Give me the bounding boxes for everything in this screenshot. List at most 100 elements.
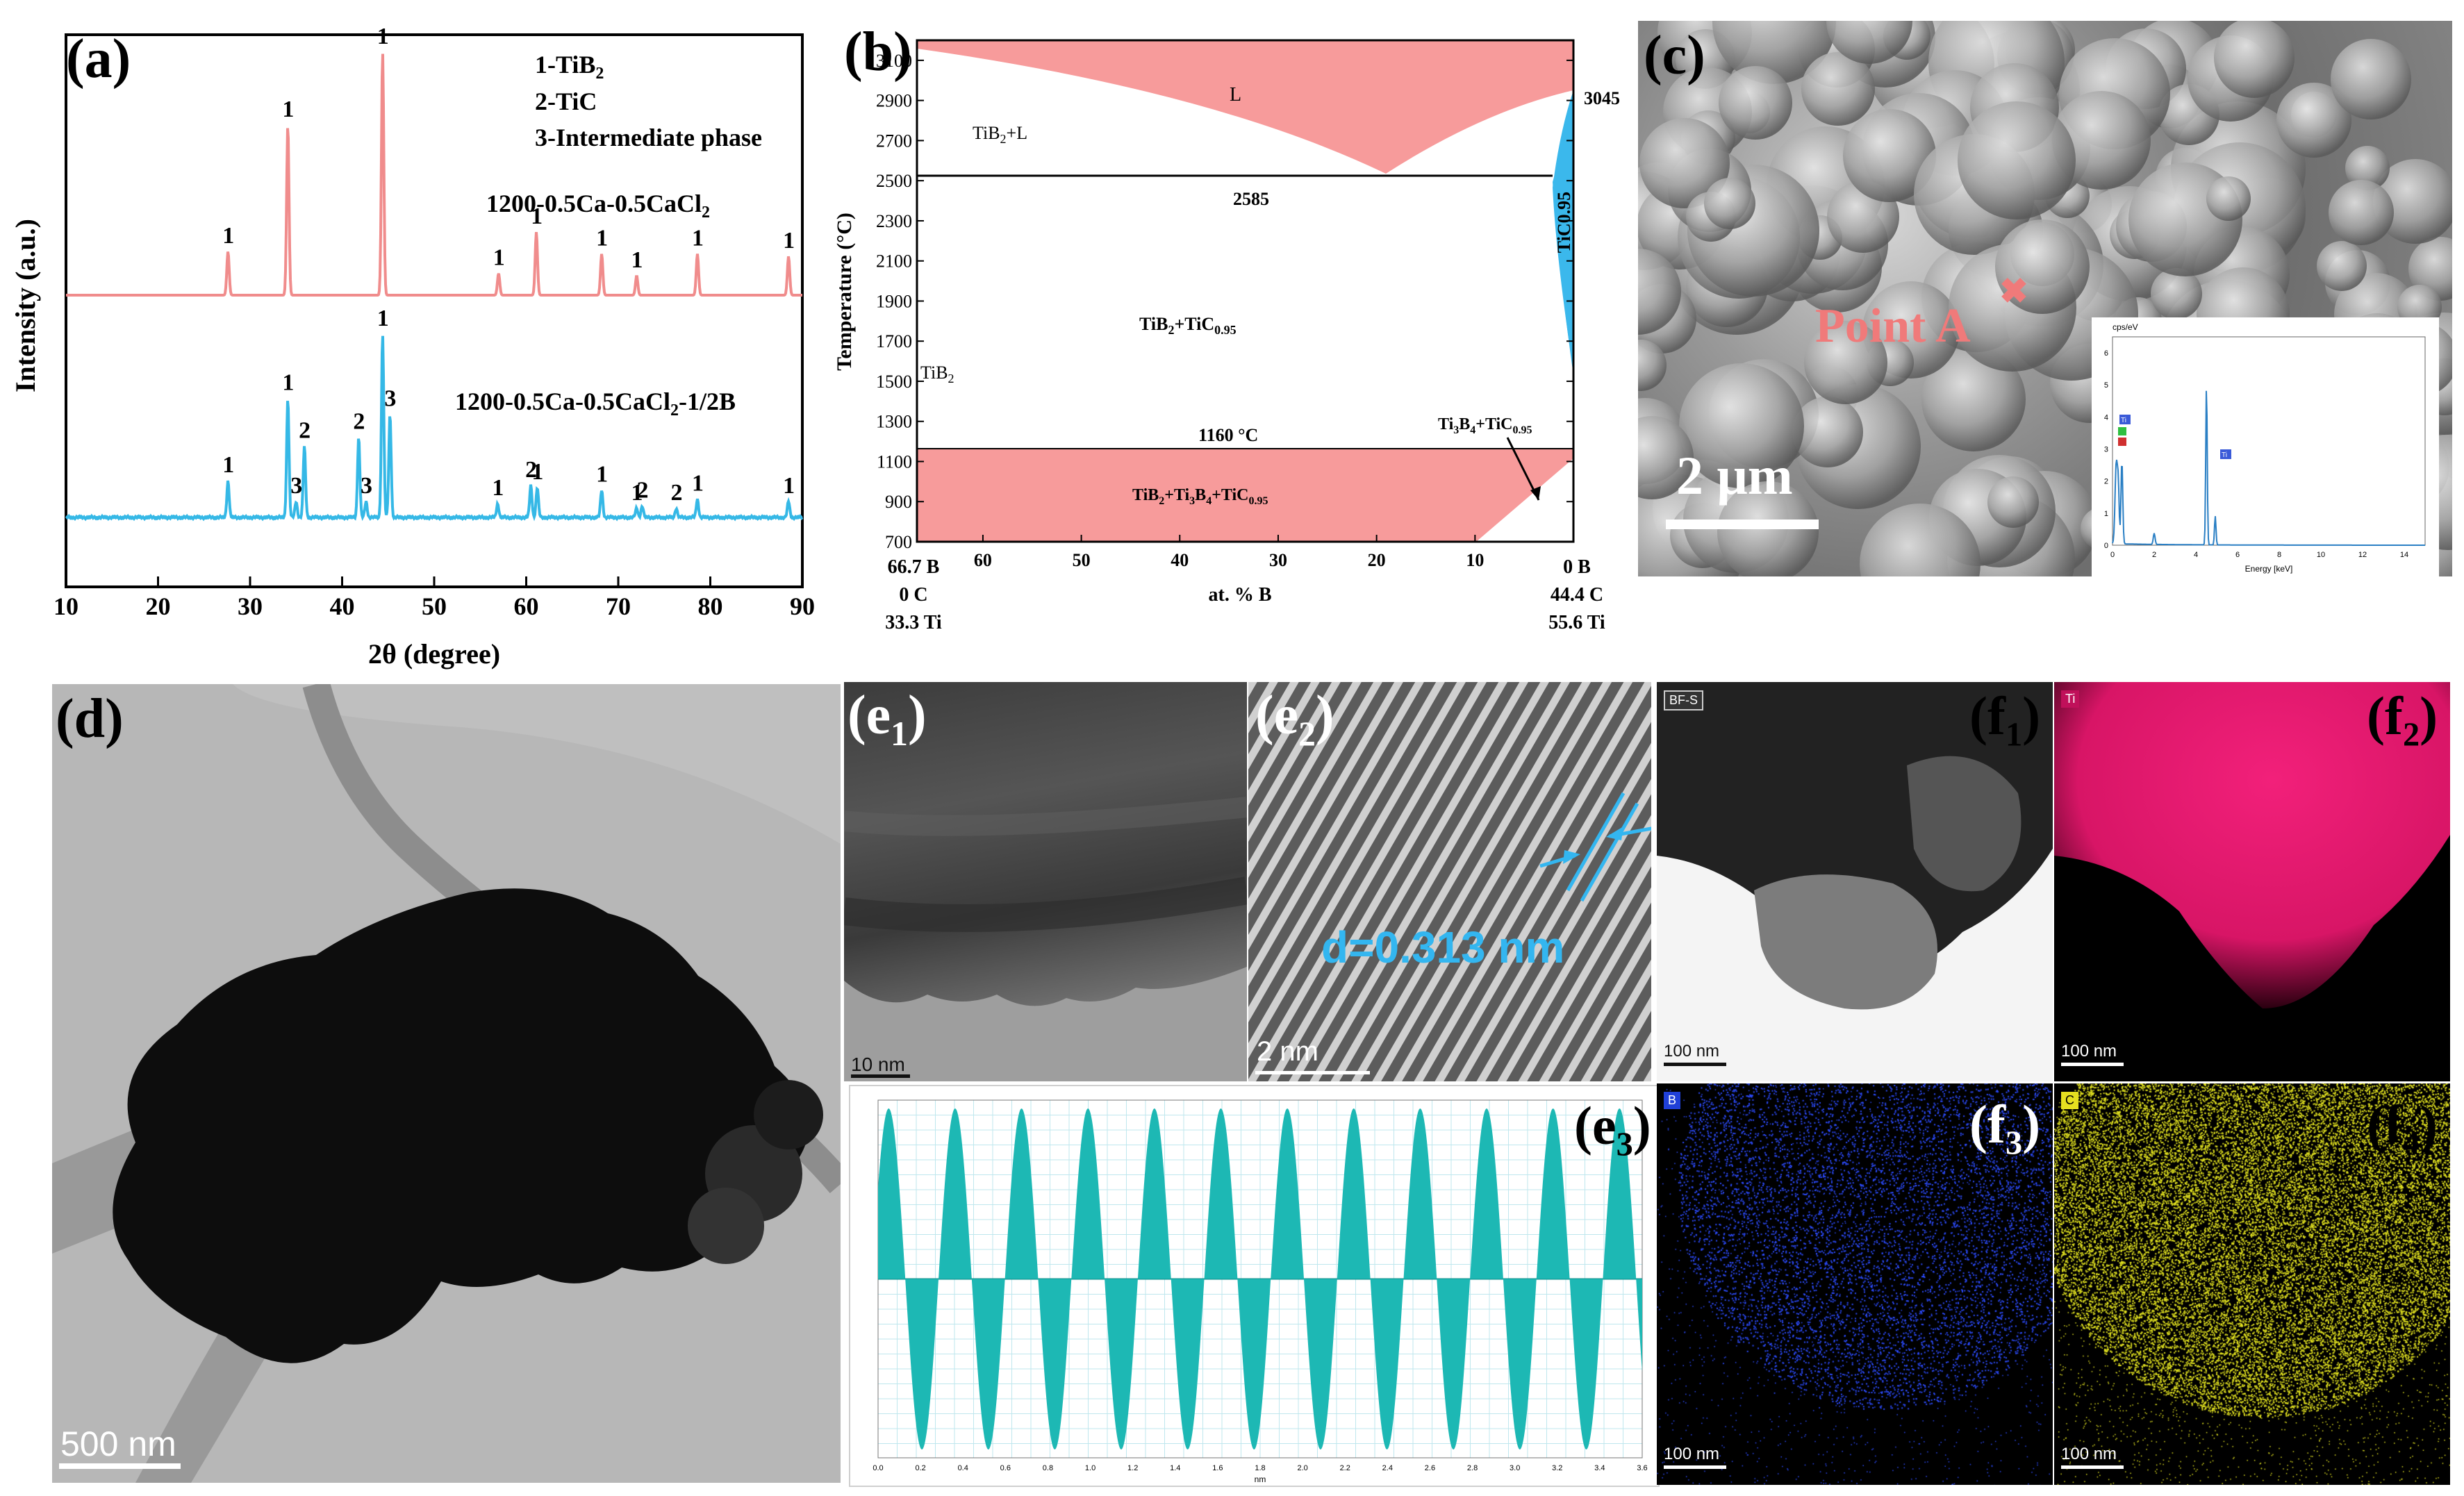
- xrd-line-bottom: [65, 335, 804, 522]
- y-tick-label: 2700: [876, 131, 912, 151]
- y-axis-label: Intensity (a.u.): [10, 219, 41, 392]
- line-profile: 0.0 0.2 0.4 0.6 0.8 1.0 1.2 1.4 1.6 1.8 2.0 2.2 2.4 2…: [873, 1099, 1648, 1484]
- peak-label: 1: [596, 226, 608, 251]
- profile-x-ticks: 0.0 0.2 0.4 0.6 0.8 1.0 1.2 1.4 1.6 1.8 2.0 2.2 2.4 2…: [873, 1464, 1647, 1472]
- x-ticks: 60 50 40 30 20 10: [974, 535, 1484, 570]
- panel-label-e2: (e2): [1255, 685, 1334, 753]
- label-tib2: TiB2: [920, 363, 954, 385]
- y-tick-label: 3100: [876, 51, 912, 71]
- plot-frame: [916, 39, 1575, 543]
- xrd-line-top: [66, 53, 802, 297]
- profile-x-tick-label: 0.6: [1000, 1464, 1011, 1472]
- peak-label: 1: [377, 24, 389, 49]
- peak-label: 1: [531, 203, 543, 229]
- label-tib2-l: TiB2+L: [973, 123, 1027, 146]
- particle: [1638, 340, 1667, 391]
- particle: [1638, 249, 1681, 335]
- particle: [1843, 109, 1936, 202]
- x-tick-label: 90: [790, 592, 815, 620]
- eds-inset: cps/eV 0 2 4 6 8 10 12 14 0 1 2 3 4 5 6 Ti Ti Energy […: [2092, 317, 2439, 576]
- particle: [2373, 159, 2452, 244]
- x-tick-label: 60: [514, 592, 539, 620]
- support-film-edge-3: [135, 1309, 281, 1483]
- sem-texture: [1638, 21, 2452, 576]
- x-tick-label: 10: [53, 592, 78, 620]
- peak-label: 1: [596, 461, 608, 487]
- peak-label: 3: [290, 473, 302, 499]
- left-comp-0: 66.7 B: [888, 556, 940, 578]
- profile-x-tick-label: 3.4: [1594, 1464, 1605, 1472]
- particle: [2206, 176, 2251, 221]
- hrtem-image-e1: [844, 797, 1247, 1081]
- left-comp-1: 0 C: [899, 584, 927, 606]
- peak-label: 2: [525, 457, 537, 483]
- peak-label: 1: [493, 245, 505, 271]
- particle: [2329, 180, 2394, 245]
- tag-ti: Ti: [2061, 690, 2080, 708]
- y-tick-label: 2100: [876, 251, 912, 272]
- scalebar-line: [2061, 1063, 2124, 1066]
- particle: [1860, 504, 1981, 576]
- x-axis-label: at. % B: [1209, 584, 1272, 606]
- particle-edge: [844, 967, 1247, 1081]
- eds-y-tick-label: 5: [2104, 381, 2108, 390]
- region-liquid: [917, 40, 1573, 174]
- x-tick-label: 60: [974, 550, 992, 570]
- peak-label: 1: [783, 228, 795, 254]
- eds-xlabel: Energy [keV]: [2245, 564, 2293, 574]
- peak-label: 1: [692, 471, 704, 497]
- region-low: [917, 449, 1573, 542]
- panel-e1: (e1) 10 nm: [844, 682, 1247, 1081]
- eds-y-tick-label: 1: [2104, 510, 2108, 518]
- peak-label: 1: [631, 480, 643, 506]
- peak-label: 1: [377, 306, 389, 331]
- scalebar-label: 10 nm: [851, 1054, 905, 1075]
- x-ticks: 10 20 30 40 50 60 70 80 90: [53, 576, 815, 620]
- peak-label: 1: [783, 473, 795, 499]
- particle: [1792, 397, 1863, 467]
- peak-label: 2: [636, 478, 648, 504]
- x-tick-label: 40: [330, 592, 355, 620]
- label-3045: 3045: [1584, 88, 1620, 108]
- x-tick-label: 50: [422, 592, 447, 620]
- scalebar-line: [1664, 1465, 1726, 1469]
- x-tick-label: 30: [1269, 550, 1287, 570]
- peak-label: 1: [531, 459, 543, 485]
- profile-x-tick-label: 3.2: [1552, 1464, 1562, 1472]
- scalebar-line: [2061, 1465, 2124, 1469]
- label-tic095: TiC0.95: [1554, 192, 1574, 253]
- particle: [1826, 21, 1912, 64]
- particle: [1638, 416, 1694, 499]
- tag-b: B: [1664, 1092, 1681, 1109]
- panel-f4: C (f4) 100 nm: [2054, 1083, 2450, 1485]
- peak-label: 3: [384, 386, 396, 412]
- particle: [1704, 178, 1755, 229]
- eds-tag-c: [2118, 438, 2126, 446]
- panel-label-e3: (e3): [1574, 1095, 1651, 1163]
- eds-x-tick-label: 10: [2317, 551, 2325, 559]
- panel-label-c: (c): [1644, 25, 1705, 86]
- eds-x-tick-label: 4: [2194, 551, 2198, 559]
- panel-b: 700 900 1100 1300 1500 1700 1900 2100 2300 2500 27…: [823, 0, 1636, 684]
- x-axis-label: 2θ (degree): [368, 638, 500, 670]
- right-comp-2: 55.6 Ti: [1548, 612, 1605, 633]
- phase-diagram: 700 900 1100 1300 1500 1700 1900 2100 2300 2500 27…: [833, 39, 1620, 633]
- tag-bf-s: BF-S: [1664, 690, 1704, 710]
- ti-map: [2054, 682, 2450, 1008]
- panel-f2: Ti (f2) 100 nm: [2054, 682, 2450, 1081]
- peak-label: 1: [222, 452, 234, 478]
- particle: [2151, 268, 2202, 319]
- scalebar-label: 100 nm: [2061, 1445, 2117, 1463]
- eds-y-tick-label: 3: [2104, 446, 2108, 454]
- eds-tag-ti-2: [2220, 449, 2231, 459]
- y-tick-label: 1300: [876, 412, 912, 432]
- profile-x-tick-label: 2.2: [1340, 1464, 1350, 1472]
- peak-label: 1: [282, 97, 294, 122]
- y-tick-label: 2500: [876, 171, 912, 191]
- eds-x-tick-label: 0: [2110, 551, 2115, 559]
- eds-x-tick-label: 2: [2152, 551, 2156, 559]
- eds-tag-b: [2118, 427, 2126, 435]
